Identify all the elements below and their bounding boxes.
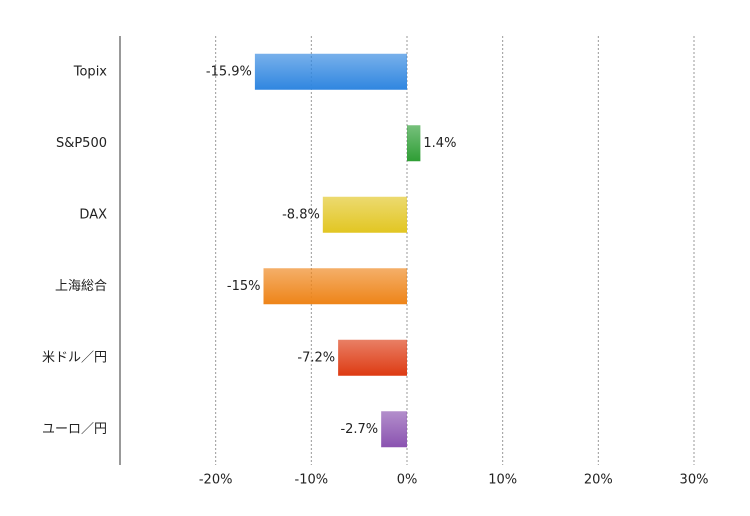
value-label: -15% (227, 279, 261, 294)
bar (263, 268, 407, 305)
y-tick-label: 米ドル／円 (42, 350, 107, 365)
x-tick-label: -10% (295, 473, 329, 488)
value-label: 1.4% (423, 136, 456, 151)
x-tick-label: 10% (488, 473, 517, 488)
bar (254, 53, 407, 90)
x-tick-label: -20% (199, 473, 233, 488)
y-tick-label: ユーロ／円 (42, 422, 107, 437)
y-tick-label: DAX (79, 207, 107, 222)
y-tick-label: 上海総合 (55, 279, 107, 294)
x-tick-label: 0% (397, 473, 418, 488)
bar (338, 339, 407, 376)
y-tick-label: S&P500 (56, 136, 107, 151)
y-tick-label: Topix (73, 64, 108, 79)
bar (322, 196, 407, 233)
value-label: -2.7% (340, 422, 378, 437)
x-tick-label: 20% (584, 473, 613, 488)
bar (381, 411, 407, 448)
bar (407, 125, 421, 162)
x-tick-label: 30% (680, 473, 709, 488)
value-label: -15.9% (206, 64, 252, 79)
value-label: -7.2% (297, 350, 335, 365)
value-label: -8.8% (282, 207, 320, 222)
